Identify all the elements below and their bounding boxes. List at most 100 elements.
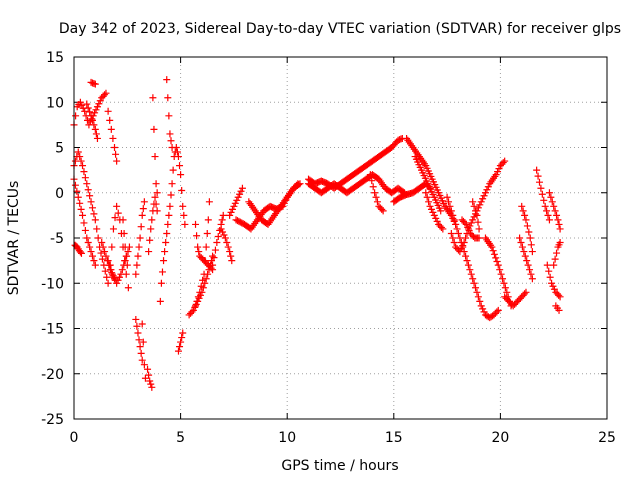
data-point <box>104 279 112 287</box>
axis-ticks: 0 5 10 15 20 25 15 10 5 0 -5 -10 -15 -20 -25 <box>41 50 616 446</box>
data-point <box>165 211 173 219</box>
data-point <box>453 225 461 233</box>
data-point <box>494 306 502 314</box>
data-point <box>161 248 169 256</box>
data-point <box>77 249 85 257</box>
data-point <box>521 252 529 260</box>
data-point <box>74 148 82 156</box>
data-point <box>76 248 84 256</box>
data-point <box>555 291 563 299</box>
data-point <box>73 187 81 195</box>
data-point <box>120 229 128 237</box>
data-point <box>108 269 116 277</box>
data-point <box>227 208 235 216</box>
data-point <box>86 243 94 251</box>
data-point <box>465 226 473 234</box>
data-point <box>144 365 152 373</box>
data-point <box>153 189 161 197</box>
data-point <box>545 267 553 275</box>
data-point <box>540 196 548 204</box>
data-point <box>83 234 91 242</box>
data-point <box>202 275 210 283</box>
data-point <box>76 153 84 161</box>
data-point <box>547 193 555 201</box>
data-point <box>76 98 84 106</box>
data-point <box>78 101 86 109</box>
data-point <box>475 234 483 242</box>
x-axis-label: GPS time / hours <box>281 458 398 474</box>
data-point <box>535 178 543 186</box>
data-point <box>488 243 496 251</box>
data-point <box>96 97 104 105</box>
data-point <box>518 243 526 251</box>
data-point <box>86 108 94 116</box>
data-point <box>181 220 189 228</box>
data-point <box>91 80 99 88</box>
data-point <box>464 225 472 233</box>
data-point <box>179 329 187 337</box>
data-point <box>115 273 123 281</box>
data-point <box>109 225 117 233</box>
data-point <box>481 189 489 197</box>
data-point <box>495 165 503 173</box>
data-point <box>522 288 530 296</box>
data-point <box>474 293 482 301</box>
data-point <box>114 276 122 284</box>
y-tick-label: 10 <box>46 95 64 111</box>
data-point <box>77 205 85 213</box>
data-point <box>462 252 470 260</box>
data-point <box>118 266 126 274</box>
data-point <box>83 180 91 188</box>
data-point <box>429 208 437 216</box>
data-point <box>103 257 111 265</box>
data-point <box>93 225 101 233</box>
data-point <box>139 338 147 346</box>
data-point <box>93 134 101 142</box>
data-point <box>87 248 95 256</box>
data-point <box>192 302 200 310</box>
data-point <box>166 202 174 210</box>
data-point <box>109 134 117 142</box>
data-point <box>209 261 217 269</box>
data-point <box>188 308 196 316</box>
x-tick-label: 20 <box>491 430 509 446</box>
plot-frame <box>73 56 608 420</box>
data-point <box>133 261 141 269</box>
data-point <box>459 242 467 250</box>
data-point <box>522 216 530 224</box>
data-point <box>556 225 564 233</box>
data-point <box>550 261 558 269</box>
data-point <box>464 223 472 231</box>
data-point <box>150 125 158 133</box>
data-point <box>209 252 217 260</box>
data-point <box>379 207 387 215</box>
data-point <box>469 198 477 206</box>
data-point <box>123 261 131 269</box>
data-point <box>138 211 146 219</box>
data-point <box>177 171 185 179</box>
data-point <box>233 196 241 204</box>
data-point <box>167 137 175 145</box>
data-point <box>140 198 148 206</box>
data-point <box>164 220 172 228</box>
data-point <box>203 229 211 237</box>
data-point <box>176 162 184 170</box>
x-tick-label: 15 <box>385 430 403 446</box>
data-point <box>524 261 532 269</box>
data-point <box>470 279 478 287</box>
data-point <box>192 300 200 308</box>
data-point <box>521 290 529 298</box>
data-point <box>111 144 119 151</box>
data-point <box>81 107 89 115</box>
data-point <box>124 248 132 256</box>
data-point <box>474 218 482 226</box>
data-point <box>113 202 121 210</box>
data-point <box>108 243 116 251</box>
data-point <box>494 261 502 269</box>
data-point <box>366 171 374 179</box>
data-point <box>454 229 462 237</box>
data-point <box>156 297 164 305</box>
data-point <box>91 125 99 133</box>
data-point <box>90 80 98 88</box>
data-point <box>371 189 379 197</box>
